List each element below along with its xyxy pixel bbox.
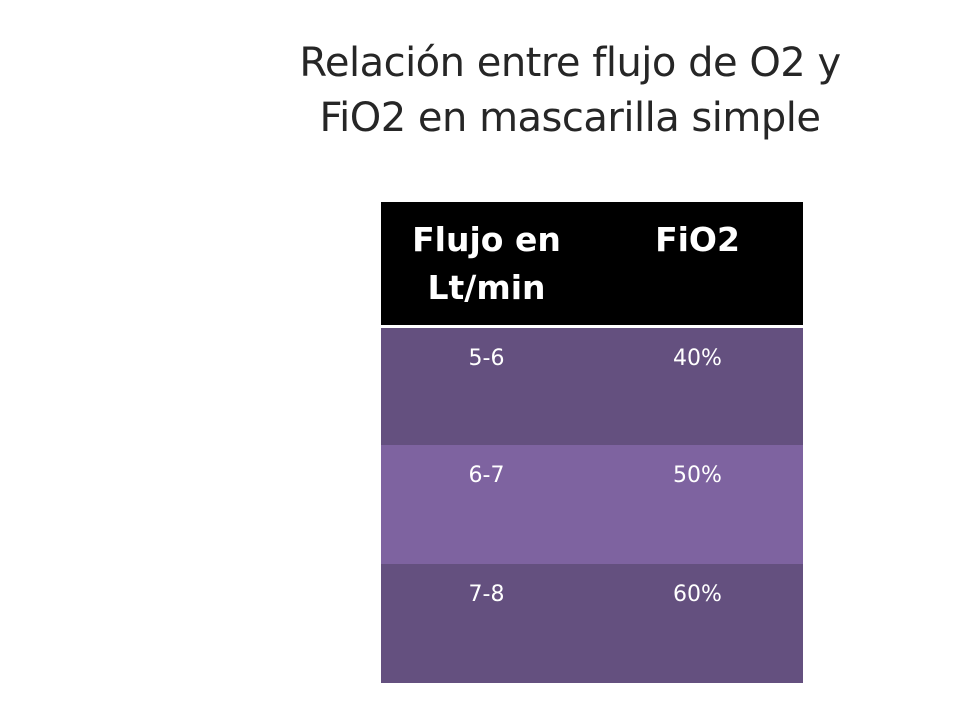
table-row: 5-6 40% — [381, 326, 803, 445]
title-line-2: FiO2 en mascarilla simple — [319, 95, 821, 141]
slide-title: Relación entre flujo de O2 y FiO2 en mas… — [250, 36, 890, 146]
table-row: 6-7 50% — [381, 445, 803, 564]
cell-flow: 7-8 — [381, 564, 592, 683]
table-header-row: Flujo en Lt/min FiO2 — [381, 202, 803, 328]
header-fio2: FiO2 — [592, 202, 803, 328]
cell-flow: 5-6 — [381, 326, 592, 445]
title-line-1: Relación entre flujo de O2 y — [299, 40, 841, 86]
table-row: 7-8 60% — [381, 564, 803, 683]
cell-fio2: 40% — [592, 326, 803, 445]
header-flow: Flujo en Lt/min — [381, 202, 592, 328]
cell-flow: 6-7 — [381, 445, 592, 564]
flow-fio2-table: Flujo en Lt/min FiO2 5-6 40% 6-7 50% 7-8… — [381, 202, 803, 683]
cell-fio2: 50% — [592, 445, 803, 564]
cell-fio2: 60% — [592, 564, 803, 683]
